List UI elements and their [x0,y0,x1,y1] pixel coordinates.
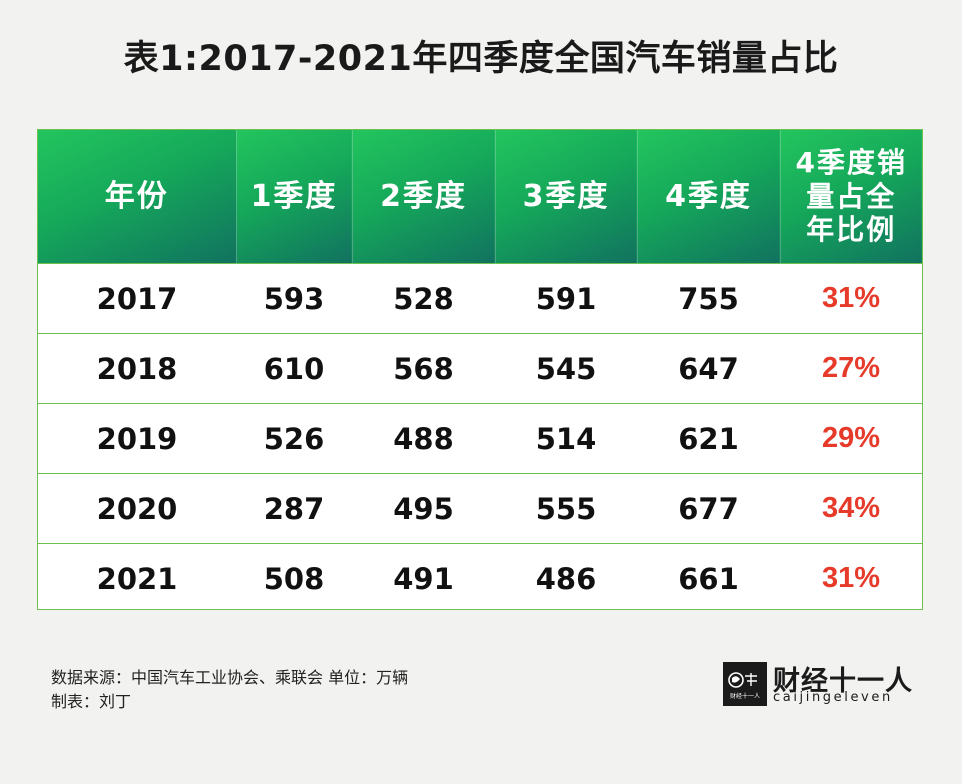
quarter-value-cell: 661 [637,543,780,613]
column-header: 4季度销 量占全 年比例 [780,130,922,264]
column-header-line: 4季度销 [795,146,907,180]
quarter-value-cell: 495 [352,473,495,544]
quarter-value-cell: 647 [637,333,780,404]
column-header-line: 1季度 [250,178,338,214]
logo-subtitle: caijingeleven [773,690,893,705]
quarter-value-cell: 491 [352,543,495,613]
column-header-line: 3季度 [522,178,610,214]
percent-cell: 34% [780,473,922,544]
quarter-value-cell: 610 [236,333,352,404]
column-header-line: 4季度 [665,178,752,214]
year-cell: 2021 [38,543,236,613]
table-row: 2019 526 488 514 621 29% [38,403,922,474]
source-note: 数据来源：中国汽车工业协会、乘联会 单位：万辆 [51,668,409,687]
column-header-line: 量占全 [806,179,897,213]
quarter-value-cell: 508 [236,543,352,613]
year-cell: 2020 [38,473,236,544]
column-header: 3季度 [495,130,638,264]
quarter-value-cell: 486 [495,543,637,613]
column-header: 1季度 [236,130,353,264]
quarter-value-cell: 555 [495,473,637,544]
quarter-value-cell: 514 [495,403,637,474]
data-table-container: 年份 1季度 2季度 3季度 4季度 4季度销 量占全 年比例 2017 593 528 591 75… [37,129,923,613]
percent-cell: 27% [780,333,922,404]
logo-emblem-icon: 财经十一人 [723,662,767,706]
column-header-line: 年份 [104,178,169,214]
table-row: 2017 593 528 591 755 31% [38,263,922,334]
footer-notes: 数据来源：中国汽车工业协会、乘联会 单位：万辆 制表：刘丁 [51,666,408,714]
quarter-value-cell: 593 [236,263,352,334]
logo-name: 财经十一人 [773,666,913,697]
quarter-value-cell: 591 [495,263,637,334]
logo-box-text: 财经十一人 [730,692,760,700]
quarter-value-cell: 526 [236,403,352,474]
author-note: 制表：刘丁 [51,692,132,711]
table-row: 2018 610 568 545 647 27% [38,333,922,404]
table-body: 2017 593 528 591 755 31% 2018 610 568 545 647 27% 20… [38,263,922,613]
brand-logo: 财经十一人 财经十一人 caijingeleven [723,660,913,708]
year-cell: 2018 [38,333,236,404]
quarter-value-cell: 488 [352,403,495,474]
column-header: 2季度 [352,130,496,264]
table-row: 2020 287 495 555 677 34% [38,473,922,544]
quarter-value-cell: 677 [637,473,780,544]
page-title: 表1:2017-2021年四季度全国汽车销量占比 [123,39,839,79]
column-header: 年份 [38,130,237,264]
table-row: 2021 508 491 486 661 31% [38,543,922,613]
column-header: 4季度 [637,130,781,264]
quarter-value-cell: 287 [236,473,352,544]
quarter-value-cell: 545 [495,333,637,404]
column-header-line: 年比例 [806,213,897,247]
quarter-value-cell: 621 [637,403,780,474]
percent-cell: 31% [780,263,922,334]
percent-cell: 31% [780,543,922,613]
quarter-value-cell: 755 [637,263,780,334]
year-cell: 2017 [38,263,236,334]
quarter-value-cell: 568 [352,333,495,404]
quarter-value-cell: 528 [352,263,495,334]
column-header-line: 2季度 [380,178,467,214]
year-cell: 2019 [38,403,236,474]
percent-cell: 29% [780,403,922,474]
table-header-row: 年份 1季度 2季度 3季度 4季度 4季度销 量占全 年比例 [38,130,922,264]
sales-table: 年份 1季度 2季度 3季度 4季度 4季度销 量占全 年比例 2017 593 528 591 75… [38,130,922,613]
